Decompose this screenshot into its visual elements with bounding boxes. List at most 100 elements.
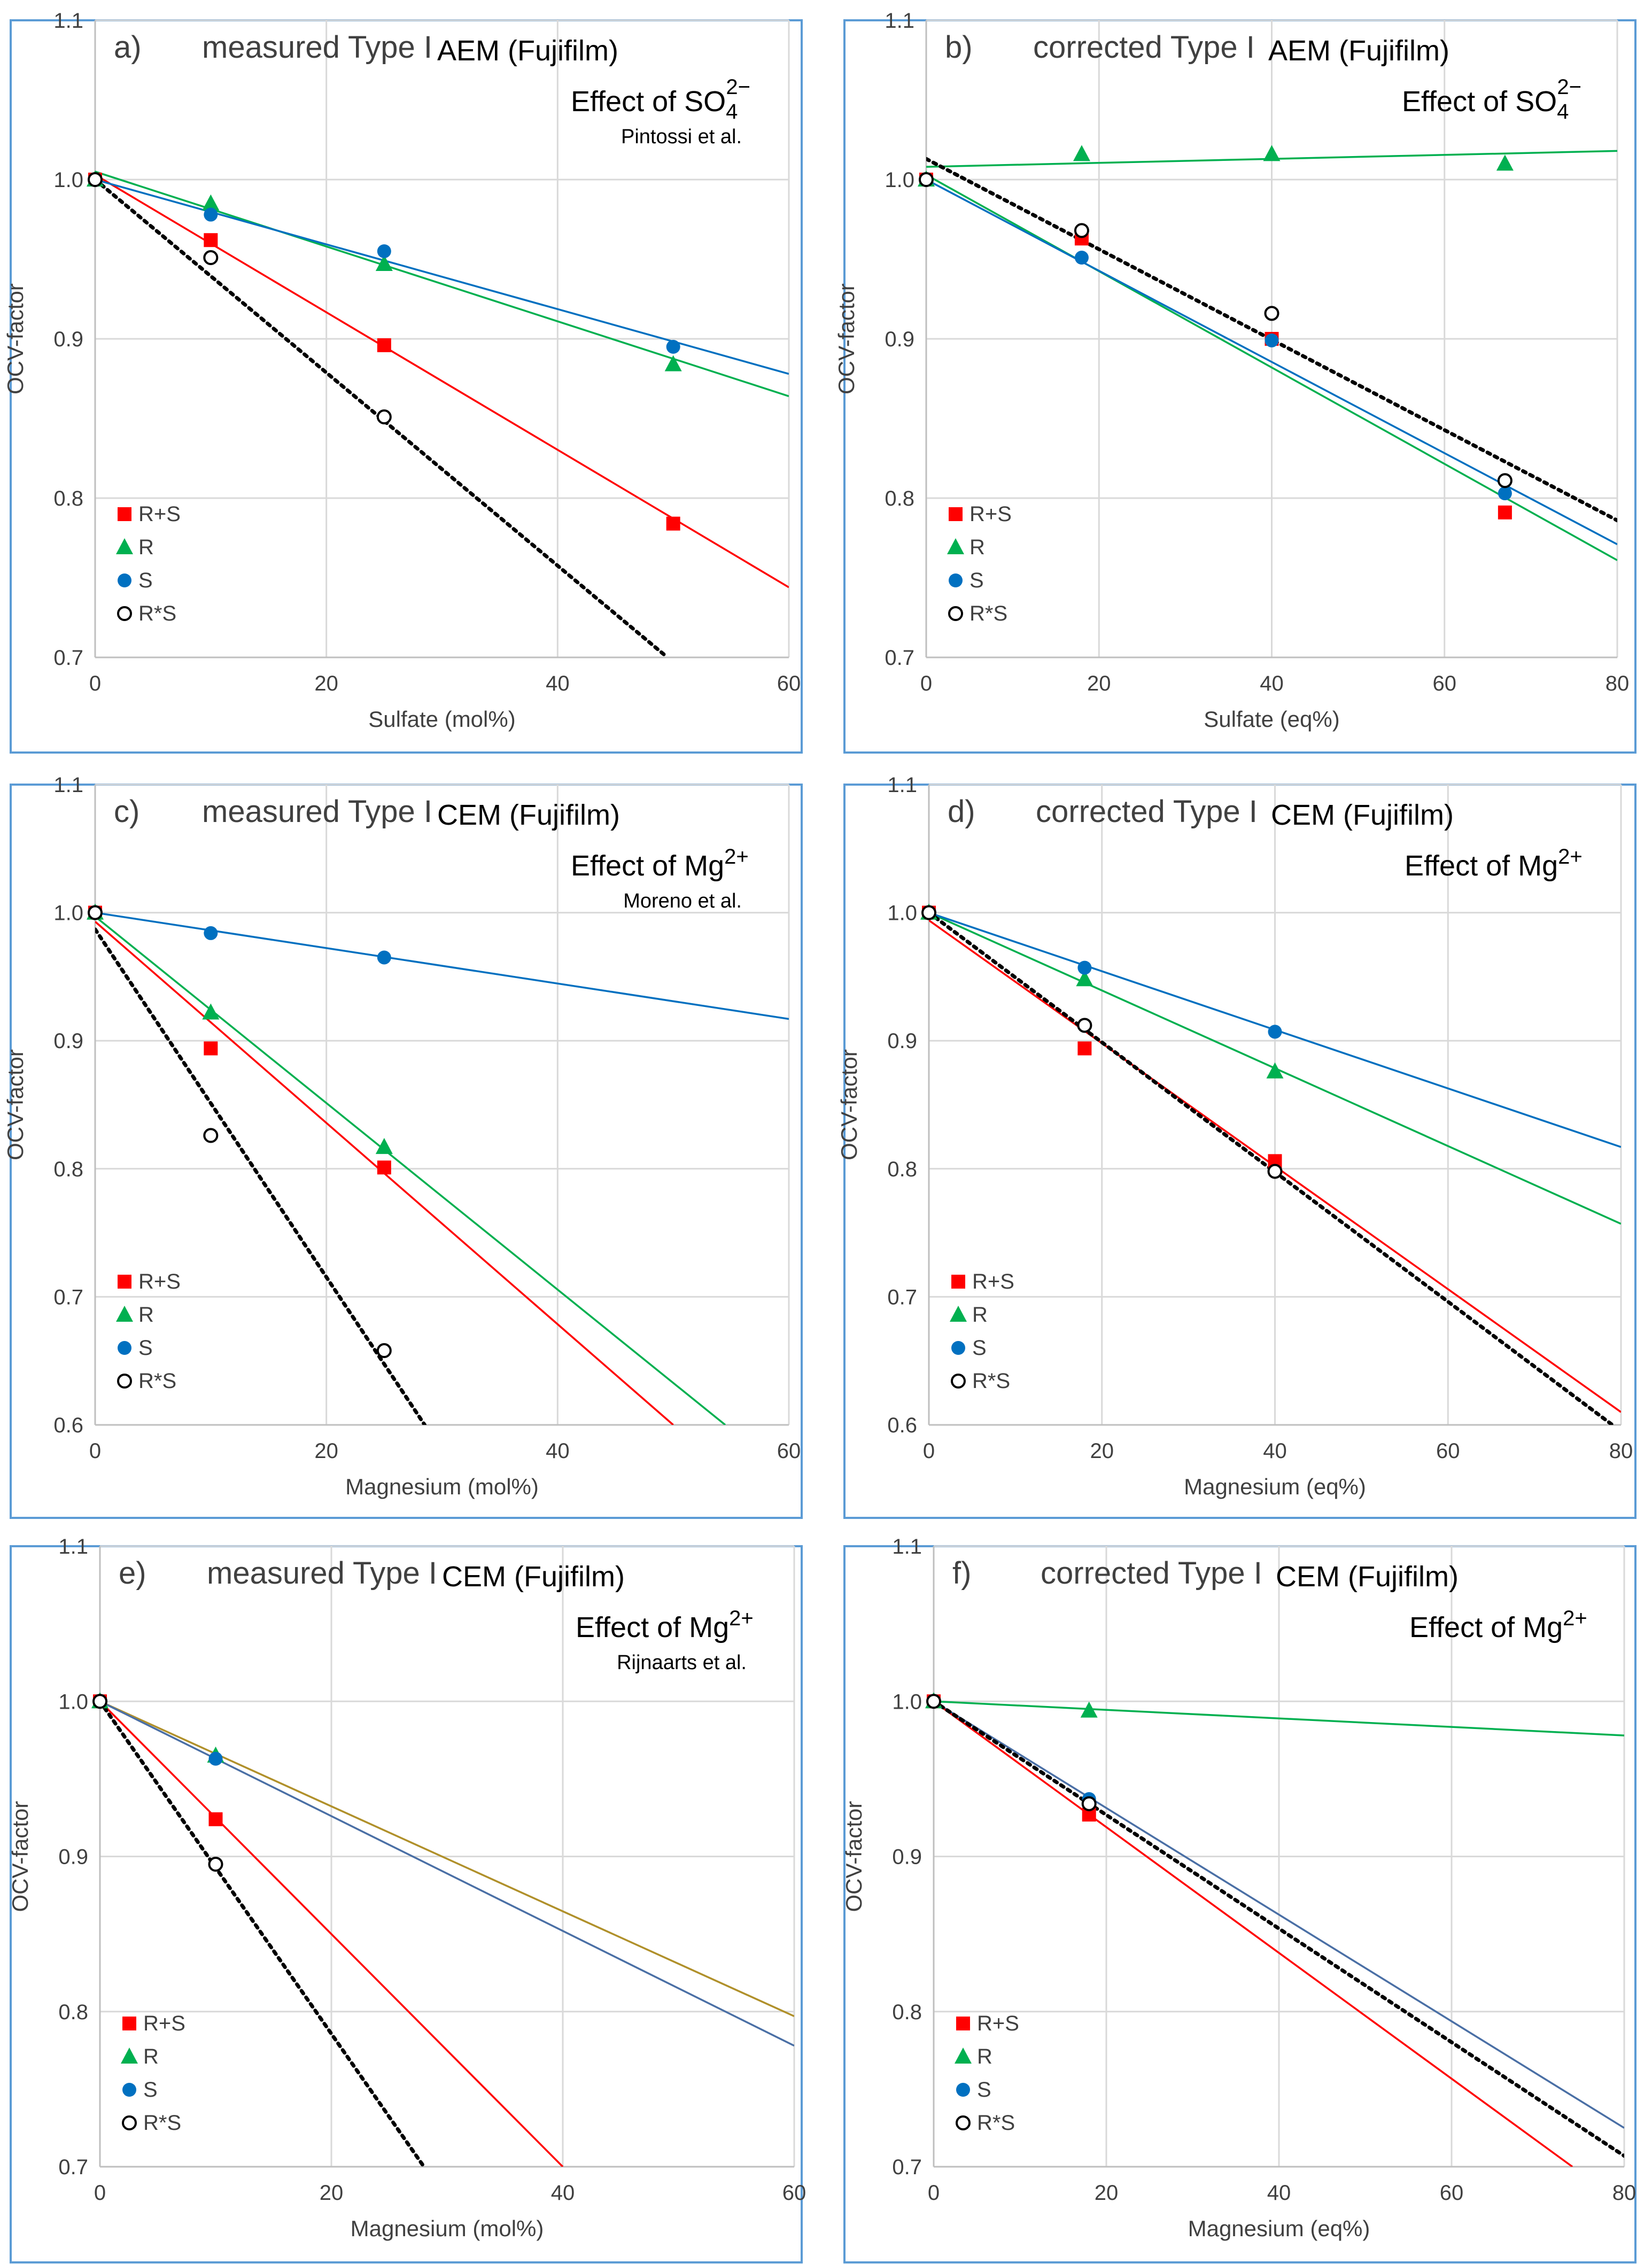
x-axis-title: Magnesium (mol%): [351, 2216, 544, 2241]
y-tick-label: 0.7: [58, 2156, 88, 2179]
legend-label: R+S: [977, 2012, 1019, 2035]
point-R: [202, 1003, 220, 1020]
y-axis-title: OCV-factor: [836, 1049, 862, 1160]
y-tick-label: 1.0: [53, 902, 83, 925]
extra-trend-line: [934, 1700, 1624, 2129]
effect-superscript: 2−: [726, 75, 750, 99]
x-tick-label: 0: [89, 672, 101, 695]
x-tick-label: 40: [1267, 2181, 1291, 2205]
effect-superscript: 2+: [729, 1607, 754, 1630]
effect-label: Effect of SO42−: [1402, 75, 1581, 123]
point-RxS: [203, 1128, 219, 1143]
y-tick-label: 0.8: [892, 2001, 922, 2024]
panel-annotations: c) measured Type I CEM (Fujifilm) Effect of…: [114, 794, 749, 912]
point-RpS: [1077, 1041, 1092, 1056]
y-tick-label: 0.9: [58, 1846, 88, 1869]
x-tick-label: 80: [1606, 672, 1630, 695]
panel-title: corrected Type I: [1036, 794, 1258, 829]
y-tick-label: 0.9: [53, 328, 83, 351]
effect-label: Effect of Mg2+: [571, 845, 749, 882]
x-tick-label: 0: [928, 2181, 940, 2205]
legend-marker: [950, 1306, 967, 1322]
point-S: [1074, 251, 1089, 265]
x-tick-label: 20: [314, 1439, 338, 1463]
y-axis-title: OCV-factor: [3, 1049, 28, 1160]
trend-line-RpS: [95, 174, 789, 588]
point-RxS: [1074, 223, 1089, 238]
trend-line-S: [95, 911, 789, 1020]
membrane-label: CEM (Fujifilm): [442, 1561, 625, 1593]
panel-annotations: b) corrected Type I AEM (Fujifilm) Effect o…: [945, 30, 1581, 123]
legend-marker: [122, 2083, 136, 2097]
y-tick-label: 0.7: [885, 646, 914, 670]
legend-marker: [951, 1374, 966, 1389]
point-S: [1265, 333, 1279, 347]
source-label: Pintossi et al.: [621, 126, 742, 148]
y-tick-label: 1.0: [53, 168, 83, 192]
y-tick-label: 1.1: [892, 1535, 922, 1559]
trend-line-R: [934, 1700, 1624, 1736]
y-axis-title: OCV-factor: [834, 283, 859, 394]
effect-superscript: 2+: [1558, 845, 1583, 869]
point-RxS: [1081, 1796, 1097, 1811]
x-tick-label: 40: [546, 672, 570, 695]
y-tick-label: 0.7: [892, 2156, 922, 2179]
y-tick-label: 0.7: [887, 1285, 917, 1309]
point-RxS: [919, 172, 934, 187]
point-S: [204, 926, 218, 940]
trend-line-R: [95, 916, 726, 1425]
legend-marker: [122, 2115, 137, 2130]
effect-label: Effect of Mg2+: [1405, 845, 1583, 882]
x-tick-label: 80: [1609, 1439, 1633, 1463]
extra-trend-line: [100, 1700, 794, 2047]
point-S: [204, 207, 218, 222]
chart-panel-c: 0 20 40 60 0.6 0.7 0.8 0.9 1.0 1.1 Magnesium (mol%…: [3, 773, 803, 1519]
y-tick-label: 1.1: [887, 773, 917, 797]
panel-title: measured Type I: [207, 1556, 437, 1591]
panel-annotations: a) measured Type I AEM (Fujifilm) Effect of…: [114, 30, 750, 148]
panel-title: measured Type I: [202, 30, 432, 65]
effect-superscript: 2−: [1557, 75, 1581, 99]
point-S: [1268, 1025, 1282, 1039]
legend-marker: [118, 507, 131, 521]
y-tick-label: 0.8: [885, 487, 914, 510]
legend-marker: [955, 2048, 972, 2064]
point-R: [664, 355, 682, 371]
effect-label: Effect of Mg2+: [576, 1607, 754, 1643]
chart-panel-a: 0 20 40 60 0.7 0.8 0.9 1.0 1.1 Sulfate (mol%) OCV-…: [3, 9, 803, 754]
panel-label: c): [114, 794, 139, 829]
point-RpS: [208, 1812, 223, 1826]
legend-label: R*S: [138, 1369, 176, 1393]
point-S: [377, 950, 391, 965]
point-R: [1076, 970, 1093, 987]
point-R: [1496, 154, 1514, 171]
membrane-label: AEM (Fujifilm): [437, 35, 618, 67]
extra-trend-line: [100, 1700, 794, 2018]
trend-line-RxS: [95, 927, 427, 1425]
legend-label: S: [138, 569, 153, 592]
point-RxS: [88, 905, 103, 920]
y-tick-label: 0.7: [53, 1285, 83, 1309]
y-tick-label: 0.9: [892, 1846, 922, 1869]
trend-line-S: [95, 179, 789, 375]
legend-marker: [122, 2017, 136, 2030]
point-S: [666, 339, 680, 354]
x-tick-label: 20: [1095, 2181, 1119, 2205]
x-tick-label: 40: [1263, 1439, 1287, 1463]
trend-line-RxS: [100, 1699, 426, 2167]
legend-label: R: [977, 2045, 992, 2068]
legend-marker: [948, 606, 963, 621]
point-R: [1073, 145, 1090, 161]
legend-label: S: [977, 2078, 991, 2102]
x-tick-label: 60: [782, 2181, 806, 2205]
effect-text: Effect of Mg: [1409, 1611, 1563, 1643]
legend-marker: [956, 2083, 970, 2097]
legend-marker: [121, 2048, 138, 2064]
x-axis-title: Sulfate (mol%): [368, 707, 515, 732]
point-RxS: [1264, 306, 1279, 321]
legend-label: R+S: [138, 502, 181, 526]
point-R: [1080, 1701, 1098, 1718]
panel-annotations: d) corrected Type I CEM (Fujifilm) Effect o…: [948, 794, 1583, 882]
effect-text: Effect of SO: [571, 86, 726, 118]
